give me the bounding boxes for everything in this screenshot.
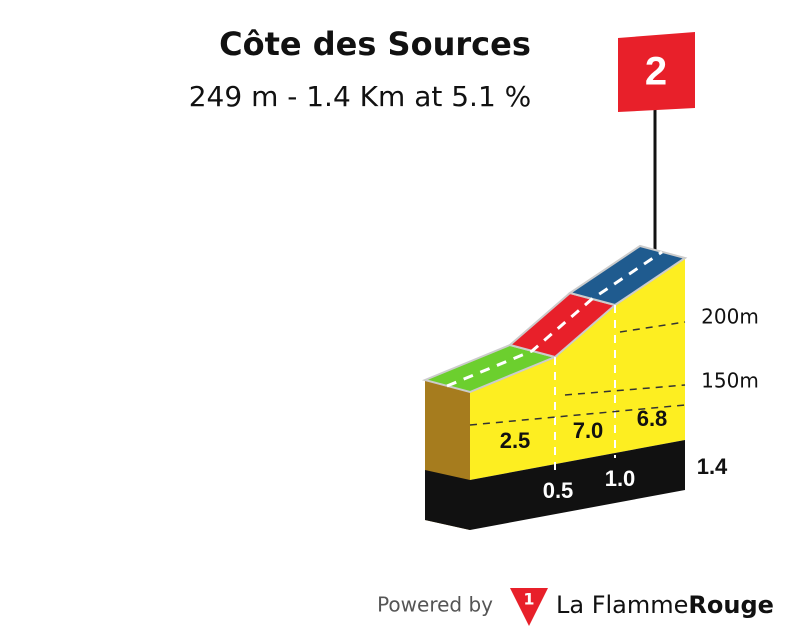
- gradient-label: 2.5: [500, 428, 531, 453]
- category: 2: [645, 50, 667, 94]
- altitude-line: [469, 404, 686, 426]
- altitude-line: [619, 321, 686, 333]
- distance-label: 0.5: [543, 478, 574, 503]
- distance-label: 1.0: [605, 466, 636, 491]
- altitude-label: 200m: [701, 305, 759, 329]
- subtitle: 249 m - 1.4 Km at 5.1 %: [189, 80, 532, 113]
- altitude-label: 150m: [701, 369, 759, 393]
- brand: La FlammeRouge: [556, 591, 774, 619]
- logo-mark: 1: [523, 590, 534, 609]
- gradient-label: 6.8: [637, 406, 668, 431]
- route-line: [446, 250, 663, 388]
- brand-bold: Rouge: [688, 591, 774, 619]
- logo-shape: [510, 588, 548, 626]
- powered-by: Powered by: [377, 593, 493, 617]
- gradient-label: 7.0: [573, 418, 604, 443]
- front-face: [470, 258, 685, 480]
- brand-light: La Flamme: [556, 591, 688, 619]
- segment-blue: [567, 244, 688, 307]
- category-flag: [618, 32, 695, 112]
- title: Côte des Sources: [219, 25, 531, 63]
- distance-band: [425, 440, 685, 530]
- distance-label: 1.4: [697, 454, 728, 479]
